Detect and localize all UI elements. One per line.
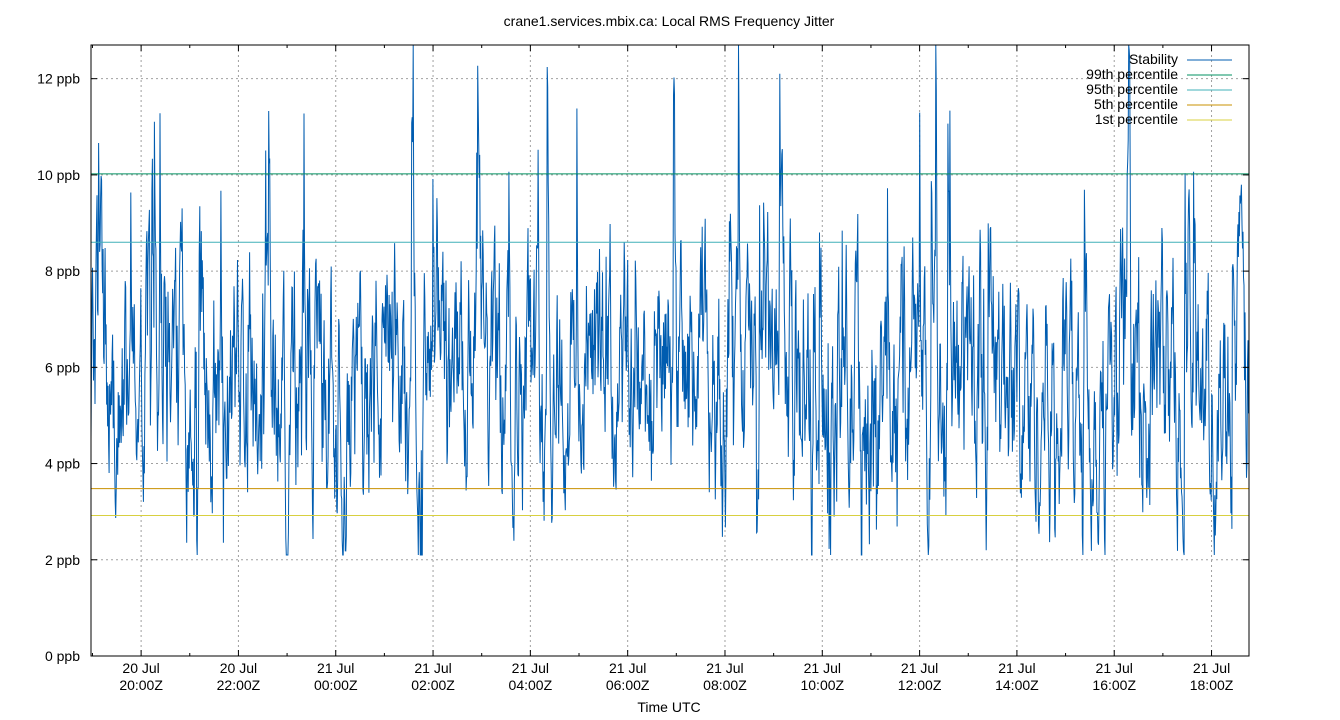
axis-ticks: 0 ppb 2 ppb 4 ppb 6 ppb 8 ppb 10 ppb 12 ppb 20 … <box>37 45 1249 693</box>
y-tick-label: 6 ppb <box>45 359 80 375</box>
x-tick-label-time: 12:00Z <box>898 677 942 693</box>
x-axis-label: Time UTC <box>637 699 700 715</box>
legend-label: Stability <box>1129 51 1178 67</box>
x-tick-label-date: 21 Jul <box>706 660 743 676</box>
y-tick-label: 2 ppb <box>45 552 80 568</box>
x-tick-label-date: 21 Jul <box>804 660 841 676</box>
x-tick-label-date: 21 Jul <box>414 660 451 676</box>
x-tick-label-date: 21 Jul <box>609 660 646 676</box>
x-tick-label-date: 20 Jul <box>122 660 159 676</box>
x-tick-label-time: 14:00Z <box>995 677 1039 693</box>
x-tick-label-date: 21 Jul <box>998 660 1035 676</box>
legend-label: 95th percentile <box>1086 81 1178 97</box>
x-tick-label-time: 06:00Z <box>606 677 650 693</box>
x-tick-label-date: 21 Jul <box>512 660 549 676</box>
y-tick-label: 12 ppb <box>37 71 80 87</box>
y-tick-label: 4 ppb <box>45 456 80 472</box>
x-tick-label-date: 21 Jul <box>1096 660 1133 676</box>
legend-label: 1st percentile <box>1095 111 1178 127</box>
x-tick-label-time: 18:00Z <box>1190 677 1234 693</box>
x-tick-label-date: 21 Jul <box>317 660 354 676</box>
x-tick-label-time: 20:00Z <box>119 677 163 693</box>
y-tick-label: 10 ppb <box>37 167 80 183</box>
x-tick-label-time: 22:00Z <box>217 677 261 693</box>
legend-label: 5th percentile <box>1094 96 1178 112</box>
plot-frame <box>90 44 1250 657</box>
x-tick-label-time: 00:00Z <box>314 677 358 693</box>
x-tick-label-time: 02:00Z <box>411 677 455 693</box>
legend-label: 99th percentile <box>1086 66 1178 82</box>
stability-series-line <box>90 44 1250 556</box>
x-tick-label-date: 20 Jul <box>220 660 257 676</box>
y-tick-label: 8 ppb <box>45 263 80 279</box>
x-tick-label-date: 21 Jul <box>901 660 938 676</box>
chart-title: crane1.services.mbix.ca: Local RMS Frequ… <box>504 13 835 29</box>
y-tick-label: 0 ppb <box>45 648 80 664</box>
x-tick-label-time: 10:00Z <box>800 677 844 693</box>
x-tick-label-time: 08:00Z <box>703 677 747 693</box>
x-tick-label-date: 21 Jul <box>1193 660 1230 676</box>
x-tick-label-time: 16:00Z <box>1092 677 1136 693</box>
x-tick-label-time: 04:00Z <box>509 677 553 693</box>
series-layer <box>90 44 1250 556</box>
